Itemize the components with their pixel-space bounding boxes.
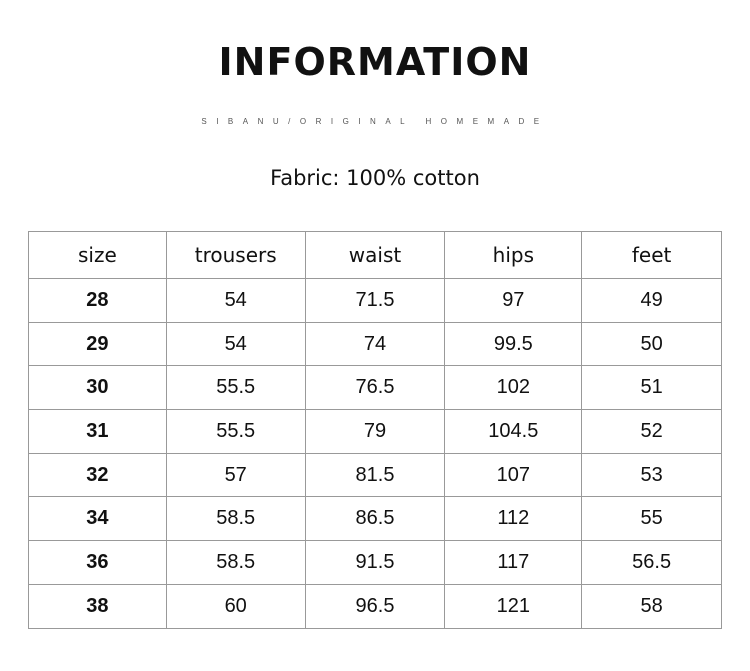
table-row: 31 55.5 79 104.5 52 xyxy=(28,409,722,454)
cell-feet: 53 xyxy=(581,452,722,498)
cell-trousers: 60 xyxy=(165,583,306,629)
cell-waist: 71.5 xyxy=(304,278,446,323)
fabric-info: Fabric: 100% cotton xyxy=(270,166,480,190)
header-feet: feet xyxy=(581,231,722,279)
cell-size: 31 xyxy=(28,409,167,454)
header-size: size xyxy=(28,231,167,279)
table-row: 28 54 71.5 97 49 xyxy=(28,278,722,323)
table-row: 36 58.5 91.5 117 56.5 xyxy=(28,540,722,585)
cell-waist: 79 xyxy=(304,409,446,454)
cell-size: 38 xyxy=(28,583,167,629)
cell-feet: 55 xyxy=(581,496,722,542)
page-title: INFORMATION xyxy=(218,40,532,84)
table-row: 30 55.5 76.5 102 51 xyxy=(28,365,722,411)
cell-hips: 97 xyxy=(444,278,583,323)
cell-hips: 104.5 xyxy=(444,409,583,454)
cell-feet: 49 xyxy=(581,278,722,323)
cell-size: 30 xyxy=(28,365,167,411)
cell-waist: 81.5 xyxy=(304,452,446,498)
cell-hips: 112 xyxy=(444,496,583,542)
cell-waist: 86.5 xyxy=(304,496,446,542)
cell-size: 32 xyxy=(28,452,167,498)
cell-trousers: 55.5 xyxy=(165,365,306,411)
cell-trousers: 57 xyxy=(165,452,306,498)
table-header-row: size trousers waist hips feet xyxy=(28,231,722,279)
cell-size: 29 xyxy=(28,321,167,367)
cell-size: 34 xyxy=(28,496,167,542)
cell-waist: 74 xyxy=(304,321,446,367)
cell-feet: 58 xyxy=(581,583,722,629)
cell-trousers: 58.5 xyxy=(165,540,306,585)
cell-feet: 51 xyxy=(581,365,722,411)
cell-size: 36 xyxy=(28,540,167,585)
header-hips: hips xyxy=(444,231,583,279)
cell-feet: 56.5 xyxy=(581,540,722,585)
cell-hips: 99.5 xyxy=(444,321,583,367)
cell-waist: 76.5 xyxy=(304,365,446,411)
cell-trousers: 54 xyxy=(165,321,306,367)
cell-hips: 107 xyxy=(444,452,583,498)
size-table: size trousers waist hips feet 28 54 71.5 97… xyxy=(28,231,722,629)
cell-trousers: 54 xyxy=(165,278,306,323)
brand-subtitle: SIBANU/ORIGINAL HOMEMADE xyxy=(201,117,549,126)
header-waist: waist xyxy=(304,231,446,279)
cell-feet: 50 xyxy=(581,321,722,367)
table-row: 29 54 74 99.5 50 xyxy=(28,321,722,367)
cell-waist: 91.5 xyxy=(304,540,446,585)
cell-size: 28 xyxy=(28,278,167,323)
cell-hips: 121 xyxy=(444,583,583,629)
cell-feet: 52 xyxy=(581,409,722,454)
cell-waist: 96.5 xyxy=(304,583,446,629)
header-trousers: trousers xyxy=(165,231,306,279)
table-row: 34 58.5 86.5 112 55 xyxy=(28,496,722,542)
table-row: 38 60 96.5 121 58 xyxy=(28,583,722,629)
cell-trousers: 55.5 xyxy=(165,409,306,454)
cell-hips: 117 xyxy=(444,540,583,585)
table-row: 32 57 81.5 107 53 xyxy=(28,452,722,498)
cell-hips: 102 xyxy=(444,365,583,411)
cell-trousers: 58.5 xyxy=(165,496,306,542)
